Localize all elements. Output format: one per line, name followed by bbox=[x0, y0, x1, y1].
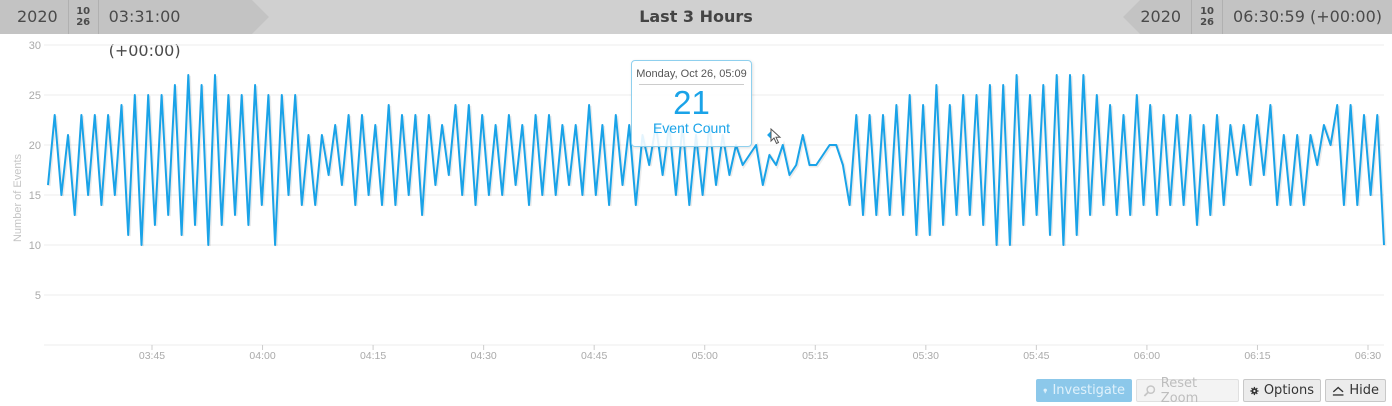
chart-tooltip: Monday, Oct 26, 05:09 21 Event Count bbox=[631, 60, 752, 147]
x-tick-label: 04:15 bbox=[360, 350, 386, 362]
event-count-chart[interactable]: 5 10 15 20 25 30 Number of Events 03:45 04:00 04:… bbox=[0, 34, 1392, 374]
start-day: 26 bbox=[76, 17, 91, 28]
range-end[interactable]: 2020 10 26 06:30:59 (+00:00) bbox=[1123, 0, 1392, 34]
y-tick-label: 10 bbox=[29, 240, 41, 252]
magnifier-icon bbox=[1143, 384, 1156, 397]
x-tick-label: 05:00 bbox=[692, 350, 718, 362]
tooltip-date: Monday, Oct 26, 05:09 bbox=[636, 68, 747, 80]
end-month: 10 bbox=[1200, 6, 1214, 17]
hide-button[interactable]: Hide bbox=[1325, 379, 1386, 402]
y-tick-label: 15 bbox=[29, 190, 41, 202]
reset-zoom-label: Reset Zoom bbox=[1160, 375, 1199, 406]
line-chart[interactable]: 5 10 15 20 25 30 Number of Events 03:45 04:00 04:… bbox=[0, 34, 1392, 374]
tooltip-value: 21 bbox=[673, 84, 710, 121]
end-day: 26 bbox=[1200, 17, 1214, 28]
y-axis-title: Number of Events bbox=[12, 153, 24, 242]
investigate-label: Investigate bbox=[1052, 383, 1125, 398]
reset-zoom-button[interactable]: Reset Zoom bbox=[1136, 376, 1239, 406]
time-range-header: 2020 10 26 03:31:00 (+00:00) Last 3 Hour… bbox=[0, 0, 1392, 60]
x-tick-label: 03:45 bbox=[139, 350, 165, 362]
y-tick-label: 20 bbox=[29, 140, 41, 152]
range-start[interactable]: 2020 10 26 03:31:00 (+00:00) bbox=[0, 0, 269, 60]
x-tick-label: 05:30 bbox=[913, 350, 939, 362]
end-month-day: 10 26 bbox=[1191, 0, 1224, 34]
tooltip-divider bbox=[639, 84, 744, 85]
x-tick-label: 04:00 bbox=[249, 350, 275, 362]
chart-toolbar: Investigate Reset Zoom Options Hide bbox=[1036, 376, 1386, 406]
x-tick-label: 05:45 bbox=[1023, 350, 1049, 362]
hide-label: Hide bbox=[1349, 383, 1379, 398]
x-tick-label: 04:45 bbox=[581, 350, 607, 362]
tooltip-label: Event Count bbox=[652, 120, 731, 136]
x-tick-label: 06:15 bbox=[1244, 350, 1270, 362]
y-tick-label: 5 bbox=[35, 290, 41, 302]
investigate-button[interactable]: Investigate bbox=[1036, 379, 1132, 402]
options-label: Options bbox=[1263, 383, 1314, 398]
gear-icon bbox=[1250, 386, 1259, 395]
x-tick-label: 04:30 bbox=[470, 350, 496, 362]
end-time: 06:30:59 (+00:00) bbox=[1233, 7, 1382, 26]
start-year: 2020 bbox=[17, 7, 58, 26]
mouse-pointer-icon bbox=[770, 128, 782, 145]
y-tick-label: 25 bbox=[29, 90, 41, 102]
event-count-line[interactable] bbox=[47, 74, 1385, 246]
start-time: 03:31:00 (+00:00) bbox=[108, 7, 181, 60]
start-month-day: 10 26 bbox=[67, 0, 99, 34]
x-tick-label: 06:30 bbox=[1355, 350, 1381, 362]
end-year: 2020 bbox=[1140, 7, 1182, 26]
options-button[interactable]: Options bbox=[1243, 379, 1321, 402]
lightbulb-icon bbox=[1043, 388, 1047, 393]
start-month: 10 bbox=[76, 6, 91, 17]
chevron-up-icon bbox=[1332, 386, 1344, 396]
x-tick-label: 05:15 bbox=[802, 350, 828, 362]
y-tick-label: 30 bbox=[29, 40, 41, 52]
x-tick-label: 06:00 bbox=[1134, 350, 1160, 362]
